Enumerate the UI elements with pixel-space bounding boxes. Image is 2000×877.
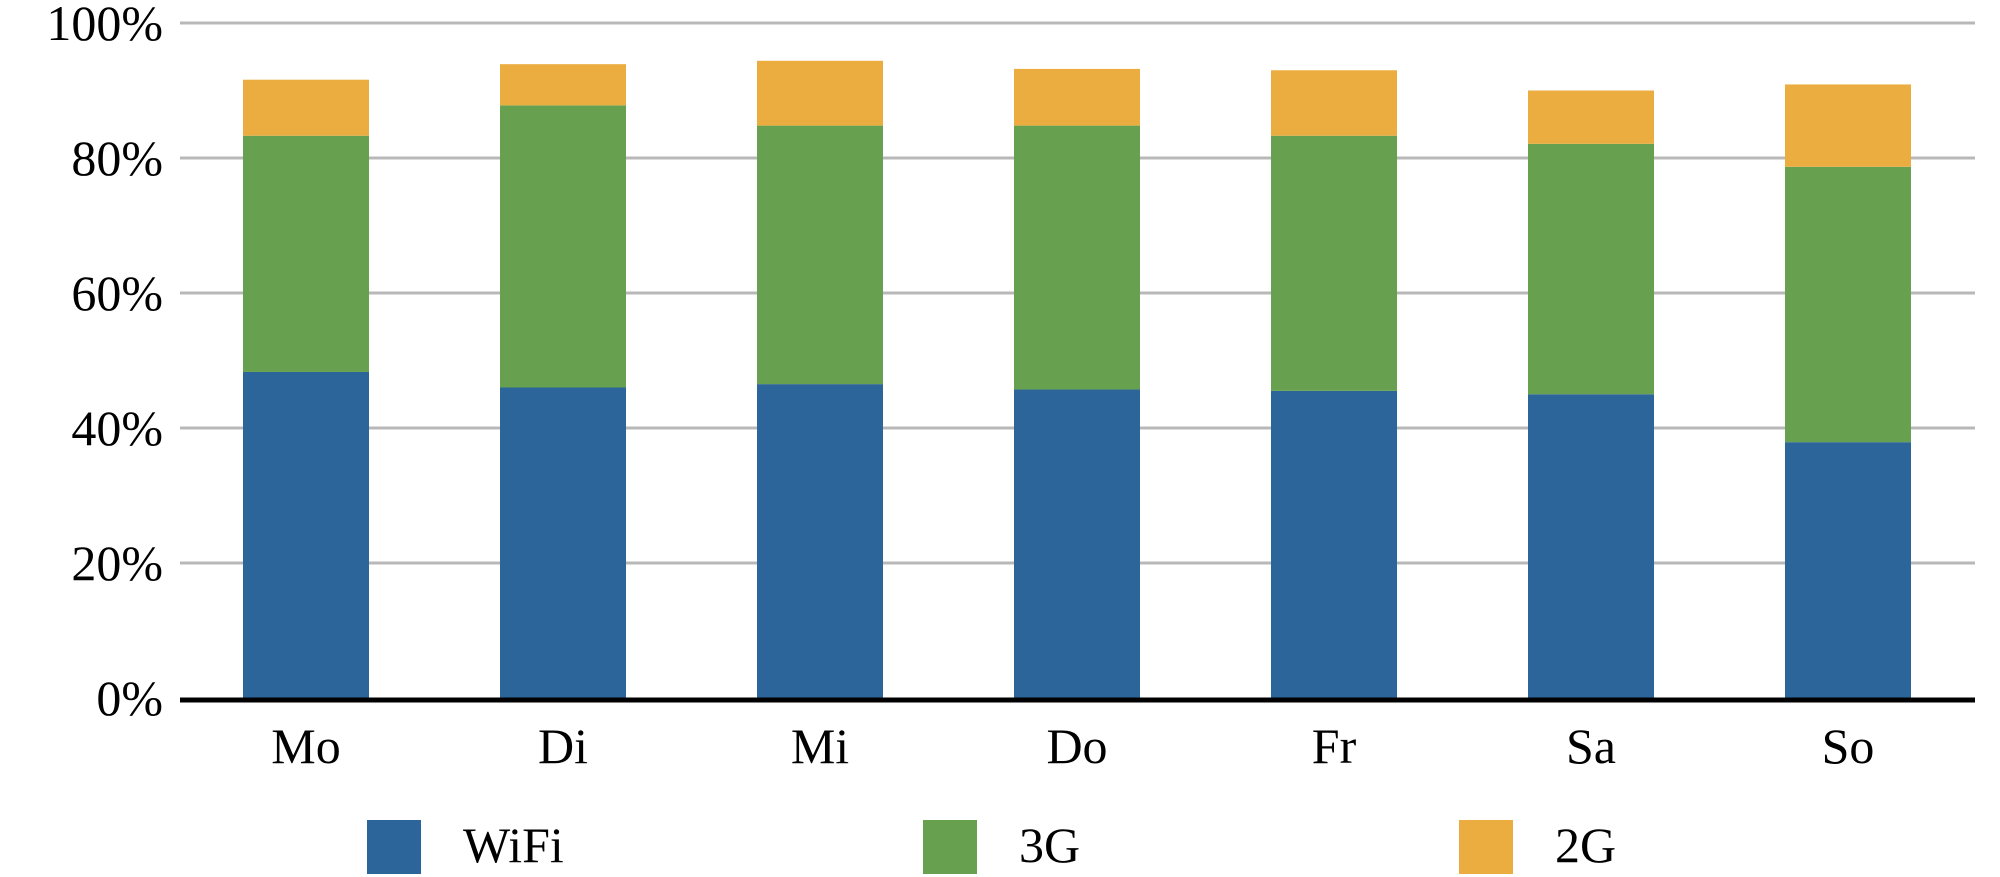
legend-label-2g: 2G [1555,817,1616,873]
legend: WiFi 3G 2G [367,817,1616,874]
bar-3g-do [1014,125,1140,390]
x-tick-label: So [1822,718,1875,774]
x-tick-label: Sa [1566,718,1616,774]
legend-swatch-wifi [367,820,421,874]
bar-wifi-do [1014,389,1140,698]
bar-2g-di [500,64,626,106]
legend-label-wifi: WiFi [463,817,564,873]
y-tick-label: 20% [71,535,163,591]
bar-3g-so [1785,166,1911,443]
bar-3g-sa [1528,143,1654,395]
legend-label-3g: 3G [1019,817,1080,873]
y-tick-label: 80% [71,130,163,186]
x-axis-tick-labels: Mo Di Mi Do Fr Sa So [271,718,1874,774]
bar-2g-do [1014,68,1140,126]
y-tick-label: 40% [71,400,163,456]
bar-wifi-di [500,387,626,698]
x-tick-label: Fr [1312,718,1357,774]
bar-wifi-sa [1528,394,1654,698]
x-tick-label: Do [1046,718,1107,774]
bar-3g-fr [1271,135,1397,391]
bar-2g-fr [1271,70,1397,136]
bar-3g-di [500,105,626,388]
x-tick-label: Mo [271,718,340,774]
bar-2g-so [1785,84,1911,167]
bar-wifi-mi [757,384,883,698]
bar-wifi-so [1785,442,1911,698]
y-tick-label: 0% [96,670,163,726]
legend-swatch-3g [923,820,977,874]
bar-2g-mo [243,79,369,136]
bar-3g-mo [243,135,369,372]
bar-wifi-mo [243,371,369,698]
x-tick-label: Di [538,718,588,774]
x-tick-label: Mi [791,718,849,774]
legend-swatch-2g [1459,820,1513,874]
y-axis-tick-labels: 0% 20% 40% 60% 80% 100% [46,0,163,726]
bar-2g-sa [1528,90,1654,144]
bar-2g-mi [757,60,883,126]
y-tick-label: 60% [71,265,163,321]
y-tick-label: 100% [46,0,163,51]
bar-3g-mi [757,125,883,385]
bars [243,60,1911,698]
bar-wifi-fr [1271,390,1397,698]
